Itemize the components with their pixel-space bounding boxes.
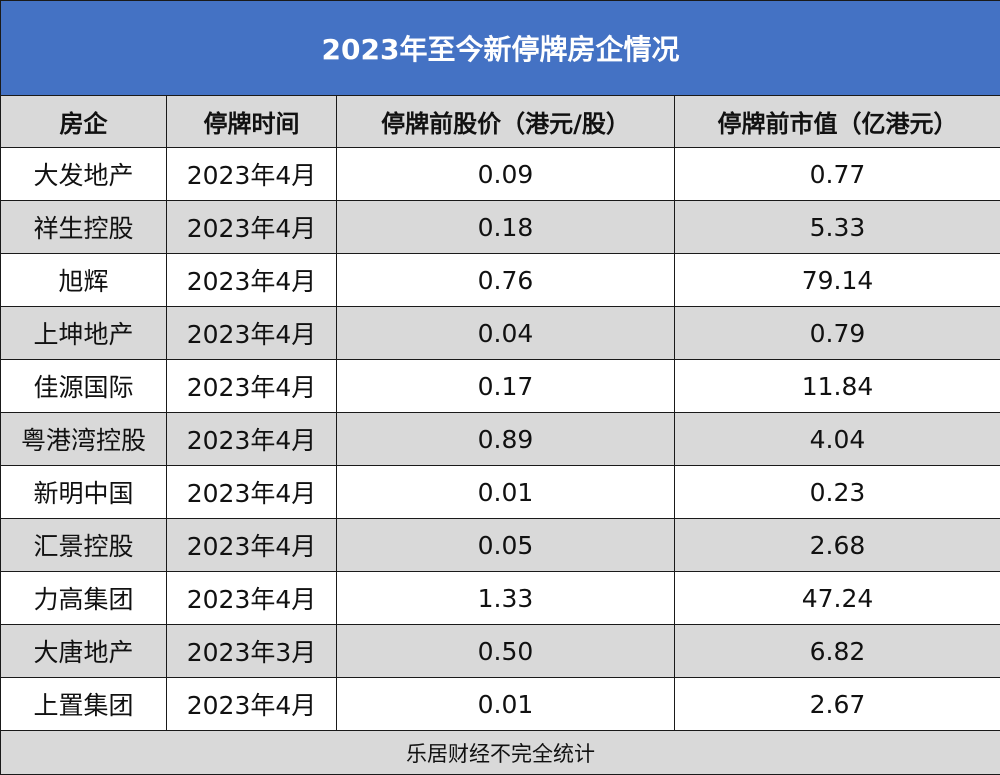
table-row: 大发地产 2023年4月 0.09 0.77: [0, 147, 1000, 201]
market-cap-cell: 4.04: [674, 412, 1000, 466]
header-row: 房企 停牌时间 停牌前股价（港元/股） 停牌前市值（亿港元）: [0, 95, 1000, 148]
market-cap-cell: 6.82: [674, 624, 1000, 678]
market-cap-cell: 2.68: [674, 518, 1000, 572]
company-cell: 新明中国: [0, 465, 167, 519]
price-cell: 1.33: [336, 571, 675, 625]
date-cell: 2023年4月: [166, 147, 337, 201]
table-body: 大发地产 2023年4月 0.09 0.77 祥生控股 2023年4月 0.18 5.33 旭辉…: [0, 147, 1000, 731]
table-row: 佳源国际 2023年4月 0.17 11.84: [0, 359, 1000, 413]
date-cell: 2023年4月: [166, 465, 337, 519]
header-suspension-date: 停牌时间: [166, 95, 337, 148]
table-row: 上坤地产 2023年4月 0.04 0.79: [0, 306, 1000, 360]
market-cap-cell: 5.33: [674, 200, 1000, 254]
source-note: 乐居财经不完全统计: [0, 730, 1000, 775]
price-cell: 0.89: [336, 412, 675, 466]
table-row: 汇景控股 2023年4月 0.05 2.68: [0, 518, 1000, 572]
company-cell: 上置集团: [0, 677, 167, 731]
header-company: 房企: [0, 95, 167, 148]
market-cap-cell: 0.79: [674, 306, 1000, 360]
market-cap-cell: 11.84: [674, 359, 1000, 413]
table-row: 祥生控股 2023年4月 0.18 5.33: [0, 200, 1000, 254]
table-title: 2023年至今新停牌房企情况: [0, 0, 1000, 96]
price-cell: 0.50: [336, 624, 675, 678]
price-cell: 0.18: [336, 200, 675, 254]
date-cell: 2023年4月: [166, 677, 337, 731]
date-cell: 2023年4月: [166, 359, 337, 413]
table-row: 旭辉 2023年4月 0.76 79.14: [0, 253, 1000, 307]
date-cell: 2023年4月: [166, 412, 337, 466]
table-row: 大唐地产 2023年3月 0.50 6.82: [0, 624, 1000, 678]
market-cap-cell: 47.24: [674, 571, 1000, 625]
price-cell: 0.01: [336, 677, 675, 731]
company-cell: 力高集团: [0, 571, 167, 625]
table-row: 上置集团 2023年4月 0.01 2.67: [0, 677, 1000, 731]
market-cap-cell: 79.14: [674, 253, 1000, 307]
price-cell: 0.01: [336, 465, 675, 519]
price-cell: 0.17: [336, 359, 675, 413]
company-cell: 祥生控股: [0, 200, 167, 254]
date-cell: 2023年3月: [166, 624, 337, 678]
company-cell: 上坤地产: [0, 306, 167, 360]
company-cell: 粤港湾控股: [0, 412, 167, 466]
table-row: 粤港湾控股 2023年4月 0.89 4.04: [0, 412, 1000, 466]
header-market-cap: 停牌前市值（亿港元）: [674, 95, 1000, 148]
price-cell: 0.09: [336, 147, 675, 201]
price-cell: 0.05: [336, 518, 675, 572]
market-cap-cell: 0.23: [674, 465, 1000, 519]
header-share-price: 停牌前股价（港元/股）: [336, 95, 675, 148]
title-row: 2023年至今新停牌房企情况: [0, 0, 1000, 96]
price-cell: 0.04: [336, 306, 675, 360]
company-cell: 佳源国际: [0, 359, 167, 413]
company-cell: 大发地产: [0, 147, 167, 201]
company-cell: 大唐地产: [0, 624, 167, 678]
table-row: 力高集团 2023年4月 1.33 47.24: [0, 571, 1000, 625]
date-cell: 2023年4月: [166, 253, 337, 307]
date-cell: 2023年4月: [166, 571, 337, 625]
market-cap-cell: 0.77: [674, 147, 1000, 201]
footer-row: 乐居财经不完全统计: [0, 730, 1000, 775]
company-cell: 汇景控股: [0, 518, 167, 572]
price-cell: 0.76: [336, 253, 675, 307]
date-cell: 2023年4月: [166, 518, 337, 572]
table-row: 新明中国 2023年4月 0.01 0.23: [0, 465, 1000, 519]
market-cap-cell: 2.67: [674, 677, 1000, 731]
date-cell: 2023年4月: [166, 200, 337, 254]
date-cell: 2023年4月: [166, 306, 337, 360]
company-cell: 旭辉: [0, 253, 167, 307]
